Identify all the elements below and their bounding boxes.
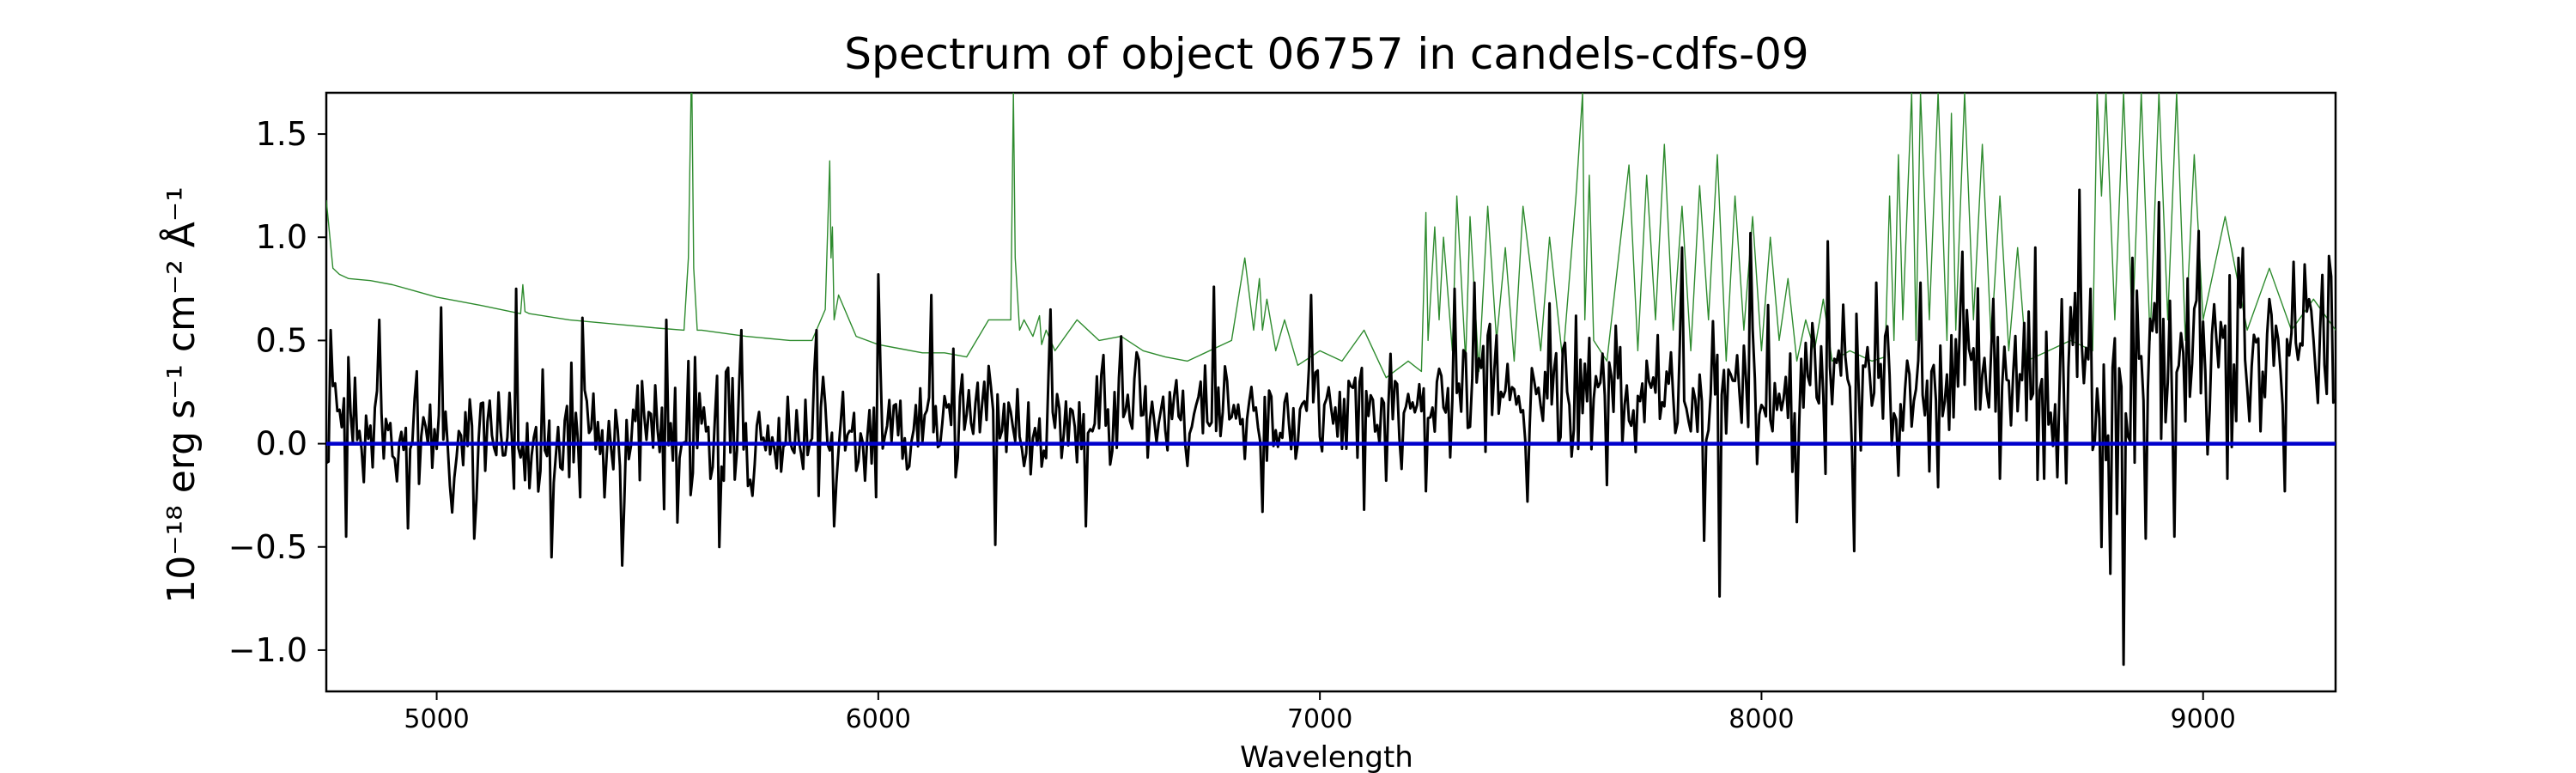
x-tick-label: 6000 bbox=[846, 704, 911, 734]
y-axis-label: 10⁻¹⁸ erg s⁻¹ cm⁻² Å⁻¹ bbox=[158, 186, 204, 603]
y-tick-label: 0.0 bbox=[256, 425, 307, 463]
y-tick-label: 1.0 bbox=[256, 218, 307, 256]
axes-frame bbox=[325, 91, 2337, 693]
chart-title: Spectrum of object 06757 in candels-cdfs… bbox=[844, 29, 1809, 79]
y-tick-label: 1.5 bbox=[256, 115, 307, 153]
x-tick-label: 8000 bbox=[1728, 704, 1794, 734]
x-axis-label: Wavelength bbox=[1240, 740, 1413, 773]
x-tick-label: 7000 bbox=[1287, 704, 1352, 734]
y-tick-label: 0.5 bbox=[256, 321, 307, 359]
y-axis: −1.0 −0.5 0.0 0.5 1.0 1.5 bbox=[228, 115, 326, 669]
error-series-line bbox=[326, 93, 2336, 379]
y-tick-label: −0.5 bbox=[228, 528, 307, 566]
plot-area bbox=[325, 91, 2337, 693]
x-axis: 5000 6000 7000 8000 9000 bbox=[404, 691, 2236, 734]
y-tick-label: −1.0 bbox=[228, 631, 307, 669]
x-tick-label: 5000 bbox=[404, 704, 469, 734]
x-tick-label: 9000 bbox=[2171, 704, 2236, 734]
flux-series-line bbox=[326, 188, 2336, 666]
